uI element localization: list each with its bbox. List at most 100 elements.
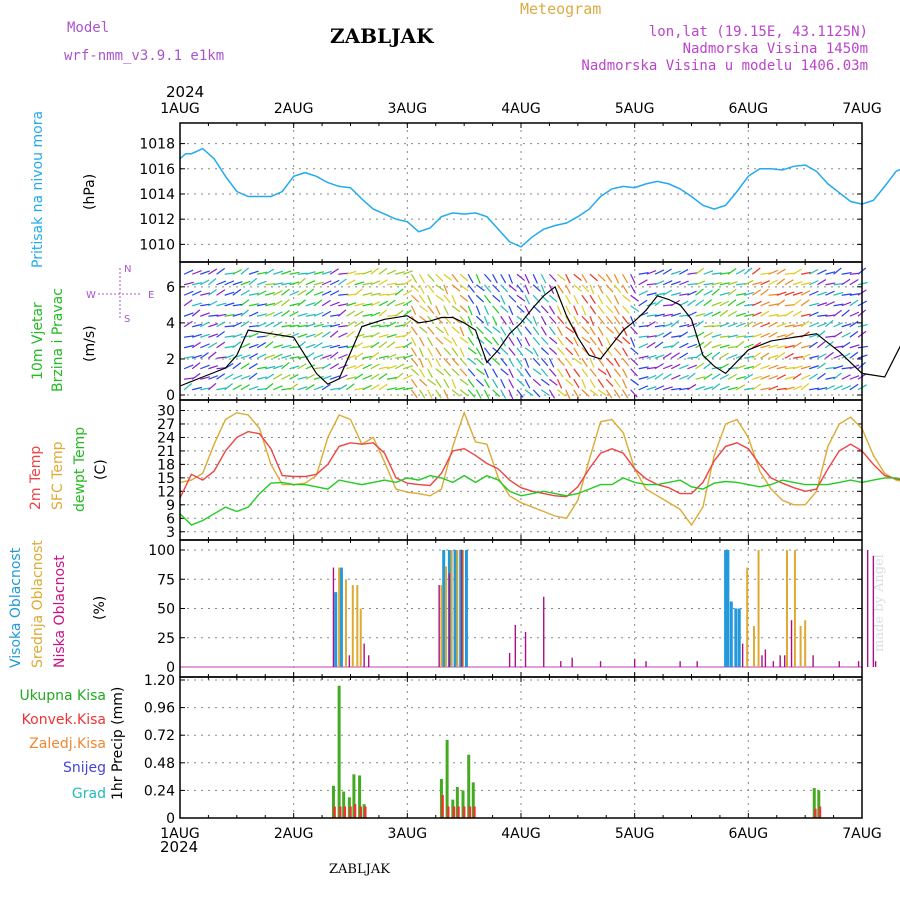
wind-barb — [646, 374, 657, 380]
wind-barb — [654, 332, 665, 338]
wind-barb — [548, 389, 556, 399]
y-tick-label: 0.48 — [144, 756, 175, 772]
wind-barb — [662, 268, 672, 275]
wind-barb — [719, 272, 730, 275]
wind-barb — [784, 272, 795, 275]
wind-barb — [435, 389, 442, 399]
compass-s: S — [124, 314, 130, 325]
wind-barb — [760, 310, 770, 317]
wind-barb — [492, 305, 500, 314]
wind-barb — [248, 303, 259, 307]
wind-barb — [410, 389, 418, 399]
precip-convective-bar — [339, 806, 342, 818]
wind-barb — [817, 387, 828, 391]
precip-total-bar — [455, 786, 459, 818]
precip-convective-bar — [349, 806, 352, 818]
wind-barb — [703, 282, 714, 286]
wind-barb — [678, 331, 689, 338]
wind-barb — [500, 294, 506, 305]
wind-barb — [621, 273, 629, 284]
wind-barb — [589, 273, 598, 282]
wind-barb — [224, 345, 235, 349]
wind-barb — [386, 333, 397, 338]
wind-barb — [467, 368, 476, 377]
wind-barb — [703, 270, 714, 275]
wind-barb — [346, 310, 356, 317]
wind-barb — [273, 311, 283, 317]
wind-barb — [621, 284, 629, 294]
wind-barb — [395, 387, 406, 391]
wind-barb — [467, 294, 475, 304]
wind-barb — [622, 315, 629, 325]
wind-barb — [394, 363, 405, 370]
wind-barb — [362, 355, 373, 359]
precip-convective-bar — [457, 806, 460, 818]
wind-barb — [597, 305, 605, 314]
wind-barb — [297, 299, 307, 307]
wind-barb — [516, 357, 523, 368]
wind-barb — [208, 277, 217, 286]
wind-barb — [410, 336, 417, 347]
wind-barb — [289, 290, 300, 296]
y-tick-label: 1012 — [139, 212, 175, 228]
wind-barb — [679, 268, 689, 275]
wind-barb — [427, 368, 433, 378]
wind-barb — [768, 303, 779, 307]
cloud-low-bar — [872, 555, 875, 667]
wind-barb — [808, 373, 818, 380]
cloud-low-bar — [838, 661, 840, 667]
wind-barb — [370, 384, 380, 391]
wind-barb — [273, 344, 284, 349]
wind-barb — [248, 372, 258, 380]
wind-barb — [548, 326, 556, 336]
wind-barb — [768, 364, 779, 370]
wind-barb — [565, 389, 571, 400]
wind-barb — [630, 305, 640, 312]
wind-barb — [224, 313, 235, 317]
wind-barb — [735, 364, 746, 370]
wind-barb — [321, 280, 332, 286]
wind-barb — [386, 365, 397, 370]
wind-barb — [289, 365, 300, 370]
wind-barb — [346, 302, 357, 307]
wind-barb — [719, 309, 729, 317]
wind-barb — [833, 267, 842, 275]
wind-barb — [630, 347, 639, 355]
cloud-low-bar — [363, 643, 365, 667]
wind-barb — [370, 267, 379, 275]
wind-barb — [540, 389, 550, 397]
wind-barb — [386, 321, 397, 328]
wind-barb — [240, 320, 250, 328]
wind-barb — [265, 302, 276, 307]
cloud-low-bar — [784, 655, 786, 667]
wind-barb — [508, 305, 514, 316]
wind-barb — [410, 284, 419, 293]
y-tick-label: 24 — [157, 430, 175, 446]
wind-barb — [622, 336, 631, 345]
wind-barb — [346, 330, 355, 338]
pressure-line — [179, 147, 900, 248]
wind-barb — [800, 271, 812, 275]
wind-barb — [337, 309, 347, 317]
wind-barb — [540, 315, 547, 326]
wind-barb — [191, 270, 202, 275]
wind-barb — [248, 352, 259, 359]
wind-barb — [192, 302, 202, 307]
wind-barb — [232, 333, 243, 338]
wind-barb — [264, 330, 274, 338]
wind-barb — [508, 378, 515, 389]
wind-barb — [240, 289, 250, 296]
wind-barb — [516, 294, 526, 302]
wind-barb — [419, 305, 428, 313]
wind-barb — [743, 267, 753, 275]
y-tick-label: 21 — [157, 444, 175, 460]
panel-frame — [179, 122, 863, 263]
cloud-low-bar — [790, 620, 793, 667]
wind-barb — [817, 302, 828, 307]
wind-barb — [760, 364, 771, 370]
wind-barb — [183, 281, 194, 286]
wind-barb — [589, 294, 596, 304]
wind-barb — [744, 335, 755, 338]
wind-barb — [808, 268, 819, 275]
